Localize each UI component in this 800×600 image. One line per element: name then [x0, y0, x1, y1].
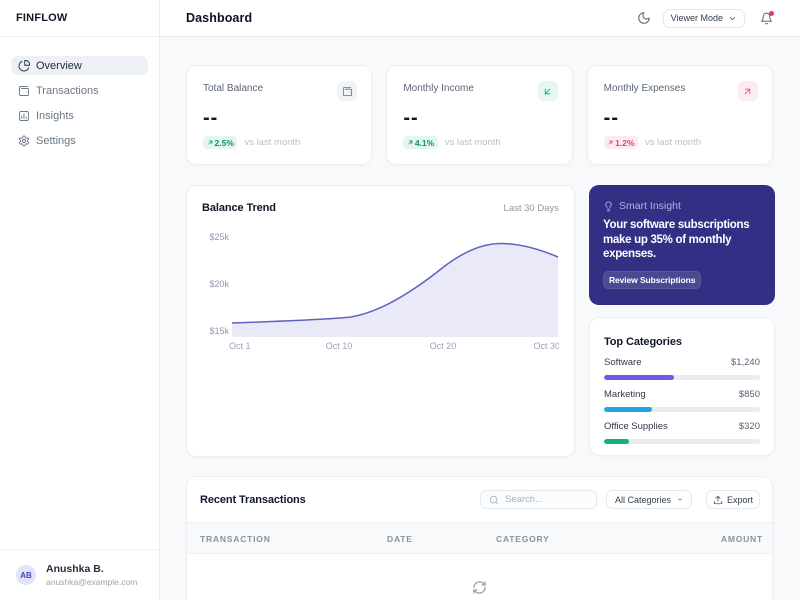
svg-text:$25k: $25k [209, 232, 229, 242]
svg-text:Oct 1: Oct 1 [229, 341, 251, 351]
svg-text:$20k: $20k [209, 279, 229, 289]
svg-text:Oct 10: Oct 10 [326, 341, 353, 351]
svg-text:Oct 30: Oct 30 [533, 341, 559, 351]
svg-text:$15k: $15k [209, 326, 229, 336]
svg-text:Oct 20: Oct 20 [430, 341, 457, 351]
